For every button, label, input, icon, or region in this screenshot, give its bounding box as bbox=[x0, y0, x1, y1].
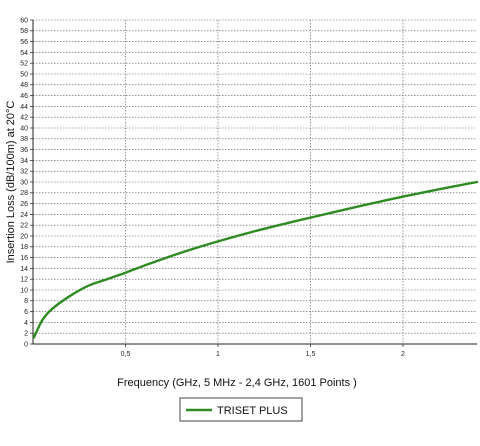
legend-label: TRISET PLUS bbox=[217, 405, 288, 417]
y-tick-label: 28 bbox=[20, 190, 28, 197]
y-tick-label: 4 bbox=[24, 320, 28, 327]
y-tick-label: 36 bbox=[20, 147, 28, 154]
y-tick-label: 8 bbox=[24, 298, 28, 305]
y-tick-label: 6 bbox=[24, 309, 28, 316]
legend-box bbox=[179, 397, 303, 422]
y-tick-label: 54 bbox=[20, 50, 28, 57]
y-tick-label: 2 bbox=[24, 331, 28, 338]
y-ticks: 0246810121416182022242628303234363840424… bbox=[20, 17, 33, 348]
series-layer bbox=[32, 180, 479, 339]
y-tick-label: 20 bbox=[20, 233, 28, 240]
y-tick-label: 46 bbox=[20, 93, 28, 100]
y-tick-label: 10 bbox=[20, 287, 28, 294]
y-axis-title: Insertion Loss (dB/100m) at 20°C bbox=[5, 101, 17, 264]
y-tick-label: 26 bbox=[20, 201, 28, 208]
y-tick-label: 52 bbox=[20, 61, 28, 68]
x-tick-label: 1,5 bbox=[306, 351, 316, 358]
y-tick-label: 34 bbox=[20, 158, 28, 165]
x-axis-title: Frequency (GHz, 5 MHz - 2,4 GHz, 1601 Po… bbox=[117, 377, 357, 389]
legend: TRISET PLUS bbox=[179, 397, 303, 422]
y-tick-label: 50 bbox=[20, 71, 28, 78]
series-line-0 bbox=[32, 180, 479, 339]
y-tick-label: 38 bbox=[20, 136, 28, 143]
y-tick-label: 48 bbox=[20, 82, 28, 89]
y-tick-label: 22 bbox=[20, 223, 28, 230]
y-tick-label: 14 bbox=[20, 266, 28, 273]
y-tick-label: 0 bbox=[24, 341, 28, 348]
y-tick-label: 44 bbox=[20, 104, 28, 111]
y-tick-label: 60 bbox=[20, 17, 28, 24]
x-tick-label: 2 bbox=[401, 351, 405, 358]
y-tick-label: 12 bbox=[20, 277, 28, 284]
y-tick-label: 40 bbox=[20, 125, 28, 132]
grid bbox=[33, 19, 477, 344]
y-tick-label: 18 bbox=[20, 244, 28, 251]
y-tick-label: 24 bbox=[20, 212, 28, 219]
y-tick-label: 58 bbox=[20, 28, 28, 35]
x-ticks: 0,5 1 1,5 2 bbox=[121, 344, 405, 358]
x-tick-label: 0,5 bbox=[121, 351, 131, 358]
y-tick-label: 32 bbox=[20, 169, 28, 176]
y-tick-label: 56 bbox=[20, 39, 28, 46]
x-tick-label: 1 bbox=[216, 351, 220, 358]
y-tick-label: 42 bbox=[20, 115, 28, 122]
y-tick-label: 16 bbox=[20, 255, 28, 262]
y-tick-label: 30 bbox=[20, 179, 28, 186]
